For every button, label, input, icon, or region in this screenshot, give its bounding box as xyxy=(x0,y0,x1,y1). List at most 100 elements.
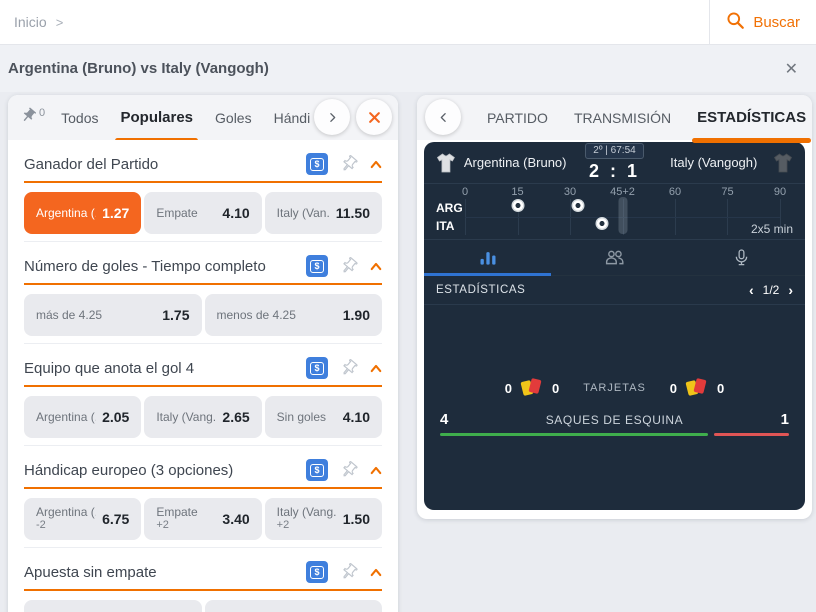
back-button[interactable] xyxy=(425,99,461,135)
markets-tab-bar: 0 Todos Populares Goles Hándi xyxy=(8,95,398,140)
home-team-name: Argentina (Bruno) xyxy=(463,155,567,170)
odds-button[interactable]: Sin goles 4.10 xyxy=(264,396,382,438)
markets-list: Ganador del Partido $ Argentina (. xyxy=(8,140,398,612)
collapse-chevron-icon[interactable] xyxy=(370,160,382,169)
collapse-chevron-icon[interactable] xyxy=(370,466,382,475)
odds-button[interactable]: Empate 4.10 xyxy=(144,192,262,234)
tab-commentary-icon[interactable] xyxy=(678,240,805,275)
stats-title: ESTADÍSTICAS xyxy=(436,284,526,296)
period-clock-badge: 2º | 67:54 xyxy=(585,143,644,159)
pin-outline-icon[interactable] xyxy=(336,151,361,176)
tab-handicap[interactable]: Hándi xyxy=(273,109,311,126)
content-area: 0 Todos Populares Goles Hándi xyxy=(0,92,816,612)
tab-statistics-icon[interactable] xyxy=(424,240,551,276)
odds-button[interactable]: Empate +2 3.40 xyxy=(144,498,262,540)
odds-button-stub[interactable] xyxy=(24,600,202,612)
pinned-markets-filter[interactable]: 0 xyxy=(20,107,45,129)
pinned-count: 0 xyxy=(39,106,46,119)
collapse-chevron-icon[interactable] xyxy=(370,262,382,271)
market-ganador-del-partido: Ganador del Partido $ Argentina (. xyxy=(24,140,382,242)
pin-outline-icon[interactable] xyxy=(336,559,361,584)
search-label: Buscar xyxy=(753,13,800,31)
home-corners-count: 4 xyxy=(440,411,449,428)
pin-outline-icon[interactable] xyxy=(336,253,361,278)
timeline-row-divider xyxy=(465,217,780,218)
search-button[interactable]: Buscar xyxy=(709,0,816,45)
pager-prev-icon[interactable]: ‹ xyxy=(748,282,754,298)
collapse-chevron-icon[interactable] xyxy=(370,568,382,577)
away-corners-bar xyxy=(714,433,789,436)
cards-stat-label: TARJETAS xyxy=(583,382,646,394)
odds-button[interactable]: Argentina (...-2 6.75 xyxy=(24,498,142,540)
odds-button[interactable]: Italy (Vang... +2 1.50 xyxy=(264,498,382,540)
search-icon xyxy=(726,11,745,34)
widget-icon-tabs xyxy=(424,240,805,276)
tab-transmision[interactable]: TRANSMISIÓN xyxy=(573,109,672,126)
match-title-bar: Argentina (Bruno) vs Italy (Vangogh) ✕ xyxy=(0,45,816,92)
corners-stat-label: SAQUES DE ESQUINA xyxy=(545,412,684,427)
stats-header: ESTADÍSTICAS ‹ 1/2 › xyxy=(424,276,805,305)
tick-label: 75 xyxy=(721,186,734,198)
tab-partido[interactable]: PARTIDO xyxy=(487,109,548,126)
people-icon xyxy=(605,250,624,265)
home-goal-marker xyxy=(511,199,525,212)
market-accent-rule xyxy=(24,385,382,387)
tick-label: 0 xyxy=(461,186,469,198)
cashout-icon: $ xyxy=(306,561,328,583)
markets-panel: 0 Todos Populares Goles Hándi xyxy=(8,95,398,612)
current-minute-marker xyxy=(618,197,628,234)
cashout-icon: $ xyxy=(306,255,328,277)
pager-next-icon[interactable]: › xyxy=(788,282,793,298)
odds-button[interactable]: menos de 4.25 1.90 xyxy=(204,294,382,336)
away-corners-count: 1 xyxy=(780,411,789,428)
odds-button-stub[interactable] xyxy=(204,600,382,612)
tick-label: 30 xyxy=(563,186,577,198)
away-red-count: 0 xyxy=(717,380,725,396)
cards-stat-row: 0 0 TARJETAS 0 0 xyxy=(424,377,805,397)
cards-pair-icon xyxy=(520,377,544,397)
market-accent-rule xyxy=(24,181,382,183)
match-tab-bar: PARTIDO TRANSMISIÓN ESTADÍSTICAS xyxy=(417,95,812,143)
odds-button[interactable]: Italy (Vang... 2.65 xyxy=(144,396,262,438)
tab-todos[interactable]: Todos xyxy=(61,109,99,126)
market-title: Equipo que anota el gol 4 xyxy=(24,359,195,377)
odds-button[interactable]: más de 4.25 1.75 xyxy=(24,294,202,336)
page-title: Argentina (Bruno) vs Italy (Vangogh) xyxy=(8,60,269,77)
odds-button[interactable]: Argentina (... 2.05 xyxy=(24,396,142,438)
cashout-icon: $ xyxy=(306,459,328,481)
match-format: 2x5 min xyxy=(750,222,793,236)
bar-chart-icon xyxy=(480,251,495,265)
tab-estadisticas[interactable]: ESTADÍSTICAS xyxy=(692,95,811,143)
home-shirt-icon xyxy=(436,153,455,172)
market-title: Apuesta sin empate xyxy=(24,563,157,581)
tick-label: 60 xyxy=(668,186,682,198)
away-yellow-count: 0 xyxy=(669,380,678,396)
timeline-track: 0 15 30 45+2 60 75 90 xyxy=(461,184,786,239)
tab-populares[interactable]: Populares xyxy=(115,95,198,140)
away-team-name: Italy (Vangogh) xyxy=(670,155,758,170)
breadcrumb: Inicio > xyxy=(0,14,63,30)
home-corners-bar xyxy=(440,433,709,436)
tab-lineups-icon[interactable] xyxy=(551,240,678,275)
tabs-scroll-next-button[interactable] xyxy=(314,99,350,135)
breadcrumb-home-link[interactable]: Inicio xyxy=(14,14,47,30)
top-bar: Inicio > Buscar xyxy=(0,0,816,45)
home-goal-marker xyxy=(571,199,585,212)
pin-outline-icon[interactable] xyxy=(336,355,361,380)
close-icon[interactable]: ✕ xyxy=(784,60,798,78)
pager-page: 1/2 xyxy=(762,283,780,297)
cashout-icon: $ xyxy=(306,153,328,175)
away-shirt-icon xyxy=(773,153,793,172)
home-yellow-count: 0 xyxy=(504,380,512,396)
stats-pager: ‹ 1/2 › xyxy=(749,283,793,297)
pin-outline-icon[interactable] xyxy=(336,457,361,482)
tab-goles[interactable]: Goles xyxy=(215,109,252,126)
odds-button[interactable]: Argentina (... 1.27 xyxy=(24,192,142,234)
odds-button[interactable]: Italy (Van... 11.50 xyxy=(264,192,382,234)
collapse-all-button[interactable] xyxy=(356,99,392,135)
timeline-home-label: ARG xyxy=(436,201,463,215)
collapse-chevron-icon[interactable] xyxy=(370,364,382,373)
market-accent-rule xyxy=(24,589,382,591)
tick-label: 90 xyxy=(773,186,787,198)
market-handicap-europeo: Hándicap europeo (3 opciones) $ Ar xyxy=(24,446,382,548)
